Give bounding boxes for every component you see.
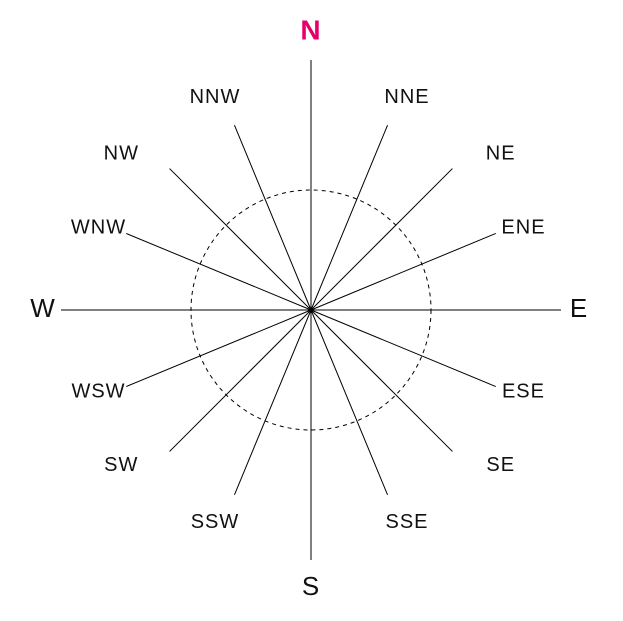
label-sse: SSE (386, 511, 429, 533)
spoke-nnw (234, 125, 311, 310)
label-se: SE (486, 454, 515, 476)
label-nw: NW (104, 143, 139, 165)
spoke-wsw (126, 310, 311, 387)
spoke-sse (311, 310, 388, 495)
compass-rose: N NNE NE ENE E ESE SE SSE S SSW SW WSW W WNW NW NNW (0, 0, 623, 621)
spoke-ne (311, 169, 452, 310)
label-ese: ESE (502, 380, 545, 402)
label-sw: SW (104, 454, 138, 476)
spoke-se (311, 310, 452, 451)
spoke-nne (311, 125, 388, 310)
label-wsw: WSW (71, 380, 125, 402)
label-wnw: WNW (71, 216, 126, 238)
spoke-sw (170, 310, 311, 451)
label-ne: NE (486, 143, 516, 165)
spoke-ese (311, 310, 496, 387)
label-nnw: NNW (190, 86, 241, 108)
spoke-ene (311, 233, 496, 310)
label-w: W (30, 293, 56, 323)
spoke-wnw (126, 233, 311, 310)
label-ene: ENE (501, 216, 545, 238)
spoke-nw (170, 169, 311, 310)
label-ssw: SSW (191, 511, 240, 533)
label-s: S (302, 571, 320, 601)
label-n: N (300, 14, 321, 45)
spoke-ssw (234, 310, 311, 495)
label-e: E (570, 293, 588, 323)
label-nne: NNE (384, 86, 429, 108)
